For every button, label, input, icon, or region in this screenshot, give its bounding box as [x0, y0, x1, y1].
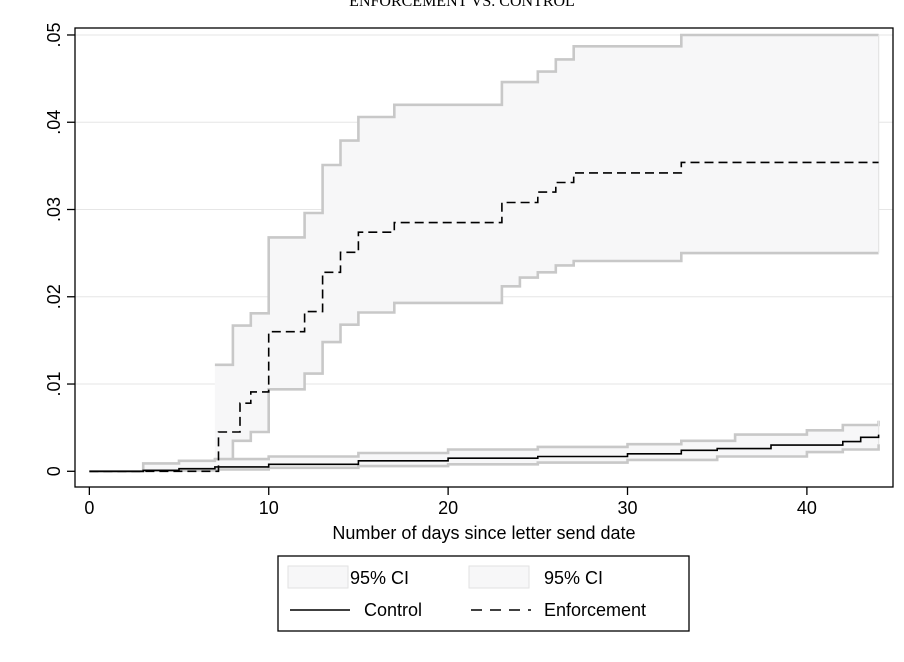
control-line [89, 434, 880, 473]
estimate-lines [89, 161, 880, 473]
y-tick-label: .04 [44, 110, 64, 135]
ci-lower-line-1 [214, 251, 879, 463]
ci-lower-line-3 [89, 444, 880, 473]
y-tick-label: .02 [44, 284, 64, 309]
y-tick-label: .05 [44, 22, 64, 47]
y-tick-label: 0 [44, 466, 64, 476]
legend-label: 95% CI [544, 568, 603, 588]
x-tick-label: 20 [438, 498, 458, 518]
x-tick-label: 30 [617, 498, 637, 518]
legend-key-ci [287, 565, 349, 589]
legend-label: Enforcement [544, 600, 646, 620]
chart-title: ENFORCEMENT VS. CONTROL [349, 0, 575, 10]
ci-upper-line-3 [89, 420, 880, 473]
x-tick-label: 40 [797, 498, 817, 518]
y-tick-label: .01 [44, 372, 64, 397]
y-tick-label: .03 [44, 197, 64, 222]
x-axis-label: Number of days since letter send date [332, 523, 635, 543]
axes: 0 10 20 30 40 0 .01 .02 .03 .04 .05 [44, 22, 817, 518]
x-tick-label: 0 [84, 498, 94, 518]
confidence-bands [89, 33, 880, 473]
legend-label: 95% CI [350, 568, 409, 588]
legend: 95% CI 95% CI Control Enforcement [277, 555, 690, 632]
legend-label: Control [364, 600, 422, 620]
x-tick-label: 10 [259, 498, 279, 518]
legend-key-ci [468, 565, 530, 589]
ci-band-1 [214, 35, 879, 461]
ci-upper-line-1 [214, 33, 879, 367]
enforcement-line [89, 161, 879, 473]
plot-frame [74, 27, 894, 488]
